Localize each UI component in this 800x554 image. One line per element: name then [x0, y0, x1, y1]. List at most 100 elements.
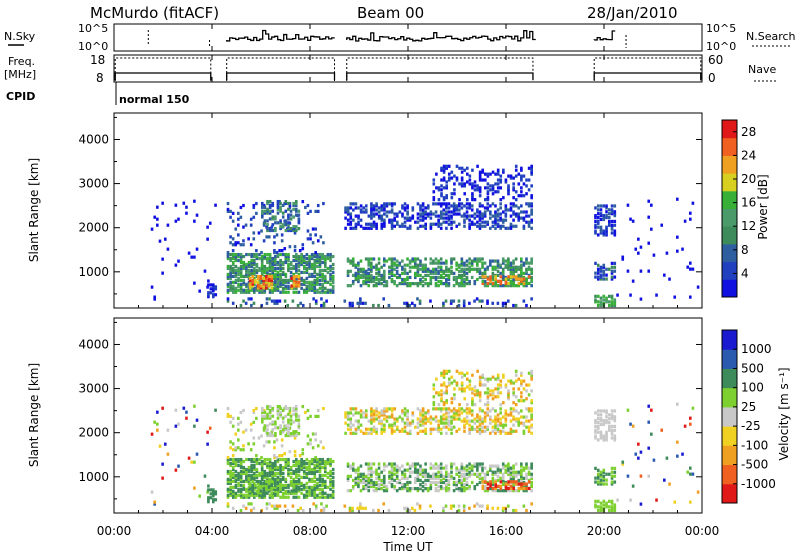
- velocity-cell: [226, 412, 230, 417]
- velocity-cell: [322, 506, 326, 510]
- power-cell: [602, 277, 606, 281]
- velocity-cell: [377, 411, 381, 415]
- velocity-cell: [483, 476, 487, 480]
- power-cell: [408, 216, 412, 220]
- velocity-cell: [388, 423, 391, 427]
- power-cell: [301, 247, 305, 251]
- velocity-cell: [602, 499, 606, 503]
- power-cell: [313, 282, 317, 286]
- velocity-cell: [460, 474, 464, 478]
- velocity-cell: [509, 466, 513, 470]
- velocity-cell: [275, 438, 279, 442]
- power-cell: [473, 279, 477, 284]
- velocity-cell: [522, 421, 526, 425]
- velocity-cell: [525, 464, 528, 468]
- power-cell: [496, 284, 500, 288]
- power-cell: [429, 261, 433, 265]
- velocity-cell: [367, 482, 371, 487]
- velocity-cell: [364, 409, 368, 413]
- power-cell: [279, 252, 282, 257]
- velocity-cell: [259, 481, 263, 486]
- velocity-cell: [346, 464, 350, 468]
- power-cell: [242, 290, 246, 294]
- velocity-cell: [316, 444, 320, 448]
- power-cell: [268, 209, 272, 213]
- velocity-cell: [481, 462, 484, 466]
- velocity-cell: [370, 411, 373, 415]
- power-cell: [408, 218, 412, 222]
- power-cell: [501, 269, 505, 273]
- power-cell: [610, 219, 614, 224]
- power-cell: [455, 282, 458, 286]
- power-cell: [388, 257, 391, 261]
- velocity-cell: [507, 464, 510, 468]
- power-cell: [605, 231, 608, 235]
- power-cell: [494, 220, 497, 224]
- power-cell: [237, 272, 240, 277]
- power-cell: [509, 222, 513, 226]
- velocity-cell: [331, 485, 335, 489]
- velocity-cell: [421, 417, 425, 421]
- power-cell: [302, 258, 306, 263]
- power-cell: [305, 252, 309, 257]
- velocity-cell: [460, 480, 464, 485]
- power-cell: [530, 212, 533, 216]
- power-cell: [354, 271, 358, 275]
- velocity-cell: [294, 418, 298, 422]
- power-cell: [377, 273, 381, 278]
- velocity-cell: [499, 480, 503, 484]
- velocity-cell: [260, 465, 264, 470]
- power-cell: [460, 184, 464, 188]
- power-cell: [270, 276, 274, 281]
- power-cell: [274, 274, 277, 278]
- velocity-cell: [361, 506, 365, 510]
- velocity-cell: [607, 508, 611, 513]
- velocity-cell: [250, 465, 253, 470]
- power-cell: [452, 212, 456, 216]
- power-cell: [377, 277, 381, 282]
- velocity-cell: [273, 446, 276, 450]
- power-cell: [297, 213, 301, 217]
- power-cell: [306, 211, 310, 215]
- power-cell: [326, 270, 330, 275]
- power-cell: [313, 254, 317, 259]
- velocity-cell: [663, 478, 666, 482]
- velocity-cell: [276, 408, 280, 413]
- power-cell: [380, 206, 384, 210]
- power-cell: [354, 265, 358, 269]
- velocity-cell: [602, 478, 606, 482]
- power-cell: [395, 212, 399, 216]
- power-cell: [284, 199, 288, 204]
- velocity-cell: [504, 411, 508, 415]
- power-cell: [514, 257, 518, 261]
- power-cell: [599, 204, 603, 208]
- power-cell: [257, 231, 261, 235]
- power-cell: [313, 262, 317, 267]
- velocity-cell: [421, 407, 425, 411]
- velocity-cell: [278, 504, 282, 508]
- velocity-cell: [260, 495, 264, 499]
- power-cell: [247, 274, 251, 278]
- power-cell: [594, 219, 597, 224]
- velocity-colorbar-segment: [722, 330, 737, 350]
- power-cell: [295, 278, 298, 282]
- velocity-cell: [271, 408, 275, 413]
- velocity-cell: [313, 459, 317, 464]
- power-cell: [295, 258, 298, 263]
- power-cell: [483, 269, 487, 273]
- power-cell: [525, 284, 528, 288]
- velocity-cell: [481, 409, 484, 413]
- power-cell: [287, 217, 290, 221]
- velocity-cell: [251, 479, 255, 484]
- power-cell: [261, 211, 264, 215]
- power-cell: [452, 220, 456, 224]
- velocity-cell: [274, 473, 277, 478]
- velocity-cell: [260, 493, 264, 497]
- power-cell: [468, 214, 471, 218]
- velocity-cell: [261, 420, 264, 424]
- velocity-cell: [234, 479, 238, 483]
- velocity-cell: [447, 419, 451, 423]
- velocity-cell: [297, 459, 301, 464]
- velocity-cell: [434, 474, 438, 478]
- power-cell: [403, 224, 407, 228]
